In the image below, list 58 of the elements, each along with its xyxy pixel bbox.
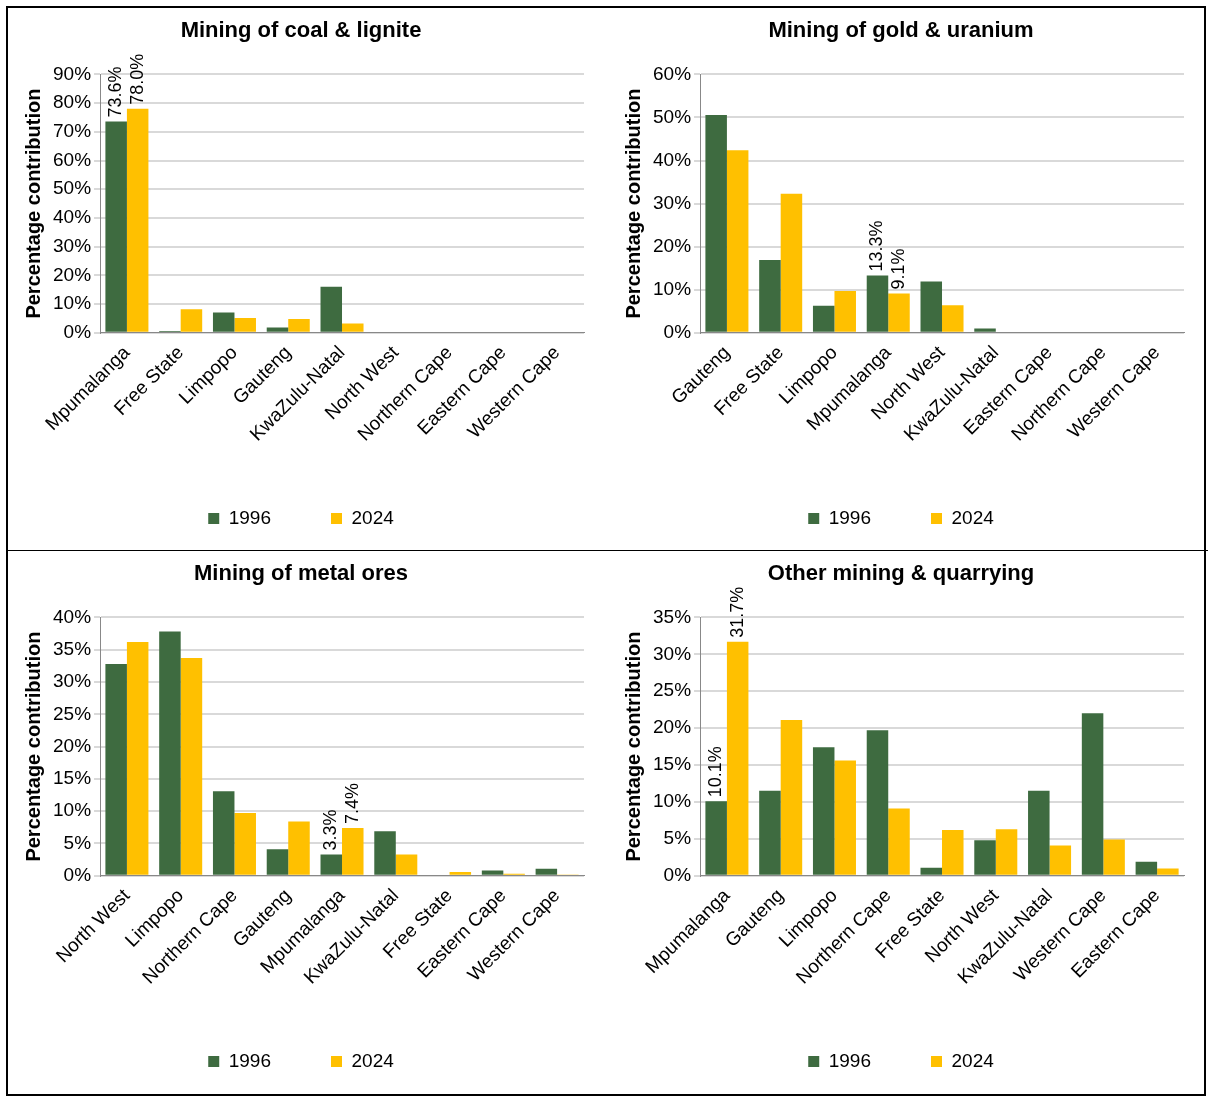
data-label: 9.1% [887, 248, 908, 290]
y-tick-label: 40% [53, 605, 92, 627]
y-tick-label: 40% [653, 148, 692, 170]
y-tick-label: 15% [53, 767, 92, 789]
y-tick-label: 10% [653, 790, 692, 812]
y-tick-label: 10% [653, 277, 692, 299]
y-tick-label: 60% [53, 148, 92, 170]
y-tick-label: 80% [53, 91, 92, 113]
chart-title: Mining of coal & lignite [180, 17, 422, 43]
legend-label: 2024 [951, 506, 995, 528]
y-tick-label: 35% [53, 637, 92, 659]
y-tick-label: 90% [53, 62, 92, 84]
data-label: 3.3% [320, 809, 341, 851]
y-tick-label: 20% [653, 234, 692, 256]
y-tick-label: 70% [53, 120, 92, 142]
legend-label: 2024 [351, 506, 395, 528]
y-tick-label: 15% [653, 753, 692, 775]
legend-label: 2024 [351, 1049, 395, 1071]
y-axis-title: Percentage contribution [621, 631, 644, 862]
y-tick-label: 0% [663, 863, 692, 885]
y-tick-label: 30% [653, 191, 692, 213]
y-tick-label: 20% [653, 716, 692, 738]
data-label: 10.1% [705, 746, 726, 798]
y-tick-label: 20% [53, 734, 92, 756]
y-tick-label: 30% [53, 670, 92, 692]
y-tick-label: 30% [53, 234, 92, 256]
data-label: 13.3% [866, 220, 887, 272]
data-label: 78.0% [126, 53, 147, 105]
y-axis-title: Percentage contribution [21, 88, 44, 319]
y-tick-label: 5% [63, 831, 92, 853]
y-axis-title: Percentage contribution [621, 88, 644, 319]
data-label: 31.7% [726, 586, 747, 638]
legend-label: 1996 [828, 1049, 872, 1071]
y-tick-label: 30% [653, 642, 692, 664]
y-tick-label: 0% [63, 320, 92, 342]
y-tick-label: 60% [653, 62, 692, 84]
chart-title: Mining of metal ores [194, 560, 408, 586]
y-tick-label: 25% [653, 679, 692, 701]
y-tick-label: 40% [53, 206, 92, 228]
y-tick-label: 25% [53, 702, 92, 724]
y-tick-label: 20% [53, 263, 92, 285]
legend-label: 1996 [228, 506, 272, 528]
y-tick-label: 10% [53, 292, 92, 314]
legend-label: 1996 [228, 1049, 272, 1071]
legend-label: 2024 [951, 1049, 995, 1071]
y-tick-label: 50% [653, 105, 692, 127]
y-tick-label: 5% [663, 827, 692, 849]
chart-title: Other mining & quarrying [767, 560, 1035, 586]
data-label: 7.4% [341, 782, 362, 824]
y-tick-label: 10% [53, 799, 92, 821]
y-tick-label: 50% [53, 177, 92, 199]
y-tick-label: 0% [63, 863, 92, 885]
data-label: 73.6% [105, 66, 126, 118]
y-tick-label: 35% [653, 605, 692, 627]
legend-label: 1996 [828, 506, 872, 528]
y-axis-title: Percentage contribution [21, 631, 44, 862]
y-tick-label: 0% [663, 320, 692, 342]
chart-title: Mining of gold & uranium [768, 17, 1034, 43]
